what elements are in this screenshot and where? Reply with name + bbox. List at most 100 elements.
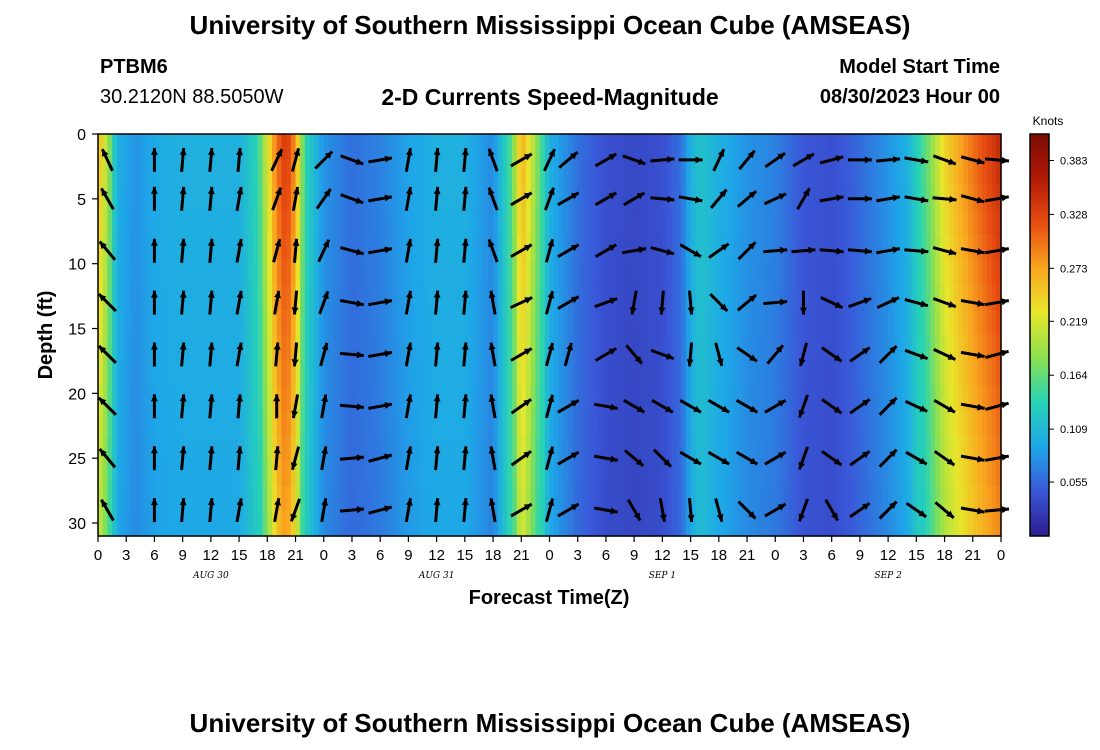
heatmap-cell — [422, 209, 428, 236]
heatmap-cell — [794, 284, 800, 311]
heatmap-cell — [996, 510, 1002, 537]
heatmap-cell — [544, 460, 551, 487]
heatmap-cell — [554, 410, 560, 437]
heatmap-cell — [530, 360, 536, 386]
heatmap-cell — [972, 259, 979, 286]
current-vector — [876, 156, 901, 163]
heatmap-cell — [700, 410, 706, 437]
heatmap-cell — [845, 360, 852, 386]
heatmap-cell — [464, 234, 471, 261]
heatmap-cell — [446, 184, 452, 210]
heatmap-cell — [215, 510, 221, 537]
heatmap-cell — [206, 184, 212, 210]
heatmap-cell — [751, 309, 758, 336]
heatmap-cell — [563, 284, 569, 311]
heatmap-cell — [709, 510, 715, 537]
heatmap-cell — [116, 284, 123, 311]
heatmap-cell — [944, 385, 950, 411]
heatmap-cell — [982, 410, 988, 437]
heatmap-cell — [98, 159, 104, 185]
heatmap-cell — [558, 259, 565, 286]
heatmap-cell — [638, 485, 645, 512]
heatmap-cell — [582, 259, 588, 286]
heatmap-cell — [530, 234, 536, 261]
heatmap-cell — [366, 435, 372, 462]
heatmap-cell — [690, 435, 696, 462]
heatmap-cell — [700, 134, 706, 160]
y-axis-label: Depth (ft) — [35, 291, 57, 380]
heatmap-cell — [267, 360, 273, 386]
x-axis-label: Forecast Time(Z) — [469, 587, 630, 609]
heatmap-cell — [577, 209, 584, 236]
heatmap-cell — [351, 510, 358, 537]
heatmap-cell — [309, 209, 315, 236]
heatmap-cell — [159, 209, 165, 236]
heatmap-cell — [121, 134, 127, 160]
heatmap-cell — [333, 209, 339, 236]
heatmap-cell — [234, 460, 240, 487]
heatmap-cell — [478, 335, 485, 361]
speed-heatmap — [98, 134, 1002, 537]
heatmap-cell — [949, 435, 955, 462]
current-vector — [558, 151, 579, 169]
heatmap-cell — [417, 360, 424, 386]
heatmap-cell — [224, 134, 231, 160]
heatmap-cell — [615, 209, 621, 236]
heatmap-cell — [431, 259, 438, 286]
heatmap-cell — [648, 134, 654, 160]
heatmap-cell — [389, 335, 395, 361]
heatmap-cell — [328, 134, 334, 160]
heatmap-cell — [507, 435, 513, 462]
heatmap-cell — [361, 485, 367, 512]
heatmap-cell — [163, 485, 170, 512]
heatmap-cell — [949, 360, 955, 386]
heatmap-cell — [718, 284, 725, 311]
heatmap-cell — [761, 335, 767, 361]
heatmap-cell — [850, 435, 856, 462]
heatmap-cell — [888, 410, 894, 437]
heatmap-cell — [460, 360, 466, 386]
heatmap-cell — [549, 410, 555, 437]
heatmap-cell — [483, 460, 489, 487]
heatmap-cell — [511, 209, 518, 236]
heatmap-cell — [991, 360, 997, 386]
heatmap-cell — [403, 184, 409, 210]
heatmap-cell — [342, 485, 348, 512]
heatmap-cell — [958, 510, 964, 537]
current-vector — [207, 147, 215, 173]
heatmap-cell — [784, 134, 790, 160]
heatmap-cell — [286, 360, 292, 386]
heatmap-cell — [535, 410, 541, 437]
heatmap-cell — [789, 510, 795, 537]
heatmap-cell — [700, 184, 706, 210]
heatmap-cell — [535, 460, 541, 487]
heatmap-cell — [130, 284, 137, 311]
heatmap-cell — [511, 410, 518, 437]
y-tick-label: 15 — [68, 322, 86, 339]
heatmap-cell — [507, 259, 513, 286]
heatmap-cell — [836, 284, 842, 311]
heatmap-cell — [808, 134, 814, 160]
heatmap-cell — [718, 410, 725, 437]
current-vector — [235, 238, 244, 263]
heatmap-cell — [982, 159, 988, 185]
heatmap-cell — [977, 134, 983, 160]
heatmap-cell — [911, 460, 917, 487]
heatmap-cell — [864, 435, 870, 462]
heatmap-cell — [671, 209, 678, 236]
heatmap-cell — [413, 309, 419, 336]
heatmap-cell — [168, 209, 174, 236]
heatmap-cell — [624, 134, 631, 160]
heatmap-cell — [502, 385, 508, 411]
current-vector — [510, 347, 533, 362]
heatmap-cell — [544, 309, 551, 336]
heatmap-cell — [737, 335, 743, 361]
heatmap-cell — [370, 485, 377, 512]
heatmap-cell — [831, 510, 837, 537]
current-vector — [848, 297, 872, 309]
heatmap-cell — [676, 460, 682, 487]
heatmap-cell — [450, 435, 457, 462]
heatmap-cell — [154, 385, 160, 411]
heatmap-cell — [577, 184, 584, 210]
